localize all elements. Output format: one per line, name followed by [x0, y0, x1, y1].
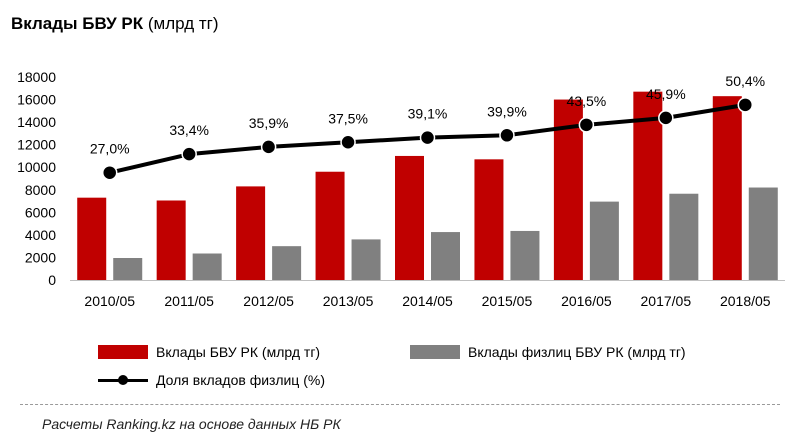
bar-deposits	[77, 197, 107, 280]
share-point	[658, 110, 674, 126]
source-note: Расчеты Ranking.kz на основе данных НБ Р…	[42, 416, 341, 432]
legend-label-deposits: Вклады БВУ РК (млрд тг)	[156, 344, 321, 360]
x-axis: 2010/05 2011/05 2012/05 2013/05 2014/05 2015/…	[84, 293, 770, 309]
share-data-label: 27,0%	[90, 141, 130, 157]
bar-deposits	[395, 155, 424, 280]
bar-deposits	[633, 91, 663, 281]
share-point	[499, 127, 515, 144]
y-tick-label: 18000	[17, 69, 56, 85]
share-point	[419, 129, 436, 146]
bar-individual-deposits	[351, 239, 381, 280]
share-point	[340, 134, 356, 150]
legend-swatch-line	[98, 373, 148, 387]
bar-individual-deposits	[192, 253, 222, 280]
chart-svg: 0 2000 4000 6000 8000 10000 12000 14000 16000 180…	[17, 69, 785, 309]
bar-deposits	[712, 96, 742, 280]
y-tick-label: 4000	[25, 227, 56, 243]
share-data-label: 33,4%	[169, 122, 209, 138]
x-tick-label: 2018/05	[720, 293, 771, 309]
y-tick-label: 6000	[25, 204, 56, 220]
x-tick-label: 2014/05	[402, 293, 453, 309]
y-tick-label: 16000	[17, 92, 56, 108]
share-data-label: 39,9%	[487, 103, 527, 119]
legend-item-deposits: Вклады БВУ РК (млрд тг)	[98, 344, 320, 360]
share-data-label: 43,5%	[567, 93, 607, 109]
y-tick-label: 0	[48, 272, 56, 288]
legend-item-individual-deposits: Вклады физлиц БВУ РК (млрд тг)	[410, 344, 686, 360]
bar-individual-deposits	[589, 201, 619, 280]
bar-individual-deposits	[431, 232, 460, 280]
share-point	[260, 139, 277, 155]
x-tick-label: 2012/05	[243, 293, 294, 309]
bar-individual-deposits	[272, 246, 302, 280]
bar-deposits	[315, 171, 345, 280]
legend-label-share: Доля вкладов физлиц (%)	[156, 372, 325, 388]
share-data-label: 35,9%	[249, 115, 289, 131]
legend-swatch-red	[98, 345, 148, 359]
y-tick-label: 12000	[17, 137, 56, 153]
y-tick-label: 2000	[25, 249, 56, 265]
bar-individual-deposits	[113, 258, 143, 280]
share-data-label: 39,1%	[408, 106, 448, 122]
x-tick-label: 2010/05	[84, 293, 135, 309]
x-tick-label: 2016/05	[561, 293, 612, 309]
bar-deposits	[474, 159, 504, 280]
legend-label-individual-deposits: Вклады физлиц БВУ РК (млрд тг)	[468, 344, 686, 360]
bar-individual-deposits	[748, 187, 778, 280]
bar-deposits	[236, 186, 266, 280]
y-tick-label: 10000	[17, 159, 56, 175]
bar-deposits	[156, 200, 186, 280]
legend-swatch-gray	[410, 345, 460, 359]
share-data-label: 50,4%	[725, 73, 765, 89]
x-tick-label: 2011/05	[164, 293, 214, 309]
share-line: 27,0% 33,4% 35,9% 37,5% 39,1% 39,9% 43,5% 45,9%…	[90, 73, 765, 181]
y-tick-label: 14000	[17, 114, 56, 130]
share-point	[737, 97, 754, 113]
y-tick-label: 8000	[25, 182, 56, 198]
share-data-label: 37,5%	[328, 110, 368, 126]
x-tick-label: 2015/05	[482, 293, 533, 309]
divider	[20, 404, 780, 405]
legend-item-share: Доля вкладов физлиц (%)	[98, 372, 325, 388]
x-tick-label: 2017/05	[641, 293, 692, 309]
share-data-label: 45,9%	[646, 86, 686, 102]
bar-individual-deposits	[510, 230, 540, 280]
y-axis: 0 2000 4000 6000 8000 10000 12000 14000 16000 180…	[17, 69, 785, 288]
bar-individual-deposits	[669, 193, 699, 280]
chart-title: Вклады БВУ РК (млрд тг)	[11, 14, 219, 33]
share-point	[101, 164, 118, 181]
bars	[77, 91, 778, 281]
x-tick-label: 2013/05	[323, 293, 374, 309]
share-point	[578, 117, 595, 133]
share-point	[181, 146, 197, 162]
